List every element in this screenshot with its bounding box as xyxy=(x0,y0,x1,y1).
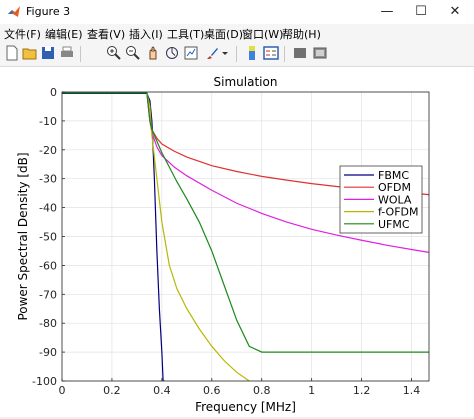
x-tick-label: 1 xyxy=(308,384,315,397)
maximize-button[interactable]: ☐ xyxy=(415,4,427,19)
y-axis-label: Power Spectral Density [dB] xyxy=(16,152,30,320)
x-tick-label: 1.4 xyxy=(403,384,421,397)
x-tick-label: 0.6 xyxy=(203,384,221,397)
menu-window[interactable]: 窗口(W) xyxy=(242,28,284,41)
new-figure-icon[interactable] xyxy=(4,45,20,61)
toolbar-separator xyxy=(80,46,81,62)
y-tick-label: -40 xyxy=(39,202,57,215)
y-tick-label: -70 xyxy=(39,288,57,301)
toolbar-separator xyxy=(236,46,237,62)
brush-dropdown-icon[interactable] xyxy=(220,45,230,61)
x-tick-label: 0.2 xyxy=(103,384,121,397)
y-tick-label: -90 xyxy=(39,346,57,359)
window-bottom-edge xyxy=(0,417,474,419)
menu-desktop[interactable]: 桌面(D) xyxy=(204,28,244,41)
brush-icon[interactable] xyxy=(204,45,220,61)
y-tick-label: -60 xyxy=(39,259,57,272)
open-file-icon[interactable] xyxy=(22,45,38,61)
rotate-3d-icon[interactable] xyxy=(164,45,180,61)
y-tick-label: 0 xyxy=(50,86,57,99)
title-bar: Figure 3 — ☐ ✕ xyxy=(0,0,474,24)
insert-colorbar-icon[interactable] xyxy=(244,45,260,61)
y-tick-label: -10 xyxy=(39,115,57,128)
toolbar xyxy=(0,42,474,67)
x-tick-label: 1.2 xyxy=(353,384,371,397)
x-axis-label: Frequency [MHz] xyxy=(195,400,296,414)
print-icon[interactable] xyxy=(59,45,75,61)
figure-canvas: 0 0.2 0.4 0.6 0.8 1 1.2 1.4 0 -10 -20 -30 -40 -50 -60 -… xyxy=(0,67,474,419)
chart-title: Simulation xyxy=(214,75,278,89)
matlab-logo-icon xyxy=(8,6,20,17)
legend-label: WOLA xyxy=(378,193,412,206)
save-icon[interactable] xyxy=(40,45,56,61)
pan-icon[interactable] xyxy=(145,45,161,61)
menu-edit[interactable]: 编辑(E) xyxy=(45,28,83,41)
window-title: Figure 3 xyxy=(26,5,71,18)
axis-ticks: 0 0.2 0.4 0.6 0.8 1 1.2 1.4 0 -10 -20 -30 -40 -50 -60 -… xyxy=(32,86,420,397)
y-tick-label: -50 xyxy=(39,231,57,244)
legend-label: f-OFDM xyxy=(378,206,419,219)
x-tick-label: 0.8 xyxy=(253,384,271,397)
series-line-f-ofdm xyxy=(62,92,250,381)
data-cursor-icon[interactable] xyxy=(183,45,199,61)
figure-background xyxy=(0,67,474,419)
x-tick-label: 0.4 xyxy=(153,384,171,397)
y-tick-label: -20 xyxy=(39,144,57,157)
zoom-in-icon[interactable] xyxy=(106,45,122,61)
menu-view[interactable]: 查看(V) xyxy=(87,28,126,41)
zoom-out-icon[interactable] xyxy=(125,45,141,61)
hide-plot-tools-icon[interactable] xyxy=(292,45,308,61)
x-tick-label: 0 xyxy=(59,384,66,397)
minimize-button[interactable]: — xyxy=(380,4,394,19)
menu-help[interactable]: 帮助(H) xyxy=(282,28,321,41)
menu-tools[interactable]: 工具(T) xyxy=(167,28,205,41)
menu-bar: 文件(F) 编辑(E) 查看(V) 插入(I) 工具(T) 桌面(D) 窗口(W… xyxy=(0,24,474,42)
series-line-ufmc xyxy=(62,92,429,353)
insert-legend-icon[interactable] xyxy=(263,45,279,61)
legend-label: OFDM xyxy=(378,181,411,194)
y-tick-label: -30 xyxy=(39,173,57,186)
toolbar-separator xyxy=(284,46,285,62)
legend-label: UFMC xyxy=(378,218,410,231)
psd-chart[interactable]: 0 0.2 0.4 0.6 0.8 1 1.2 1.4 0 -10 -20 -30 -40 -50 -60 -… xyxy=(0,67,474,419)
menu-insert[interactable]: 插入(I) xyxy=(129,28,163,41)
y-tick-label: -80 xyxy=(39,317,57,330)
close-button[interactable]: ✕ xyxy=(449,4,461,19)
menu-file[interactable]: 文件(F) xyxy=(4,28,41,41)
y-tick-label: -100 xyxy=(32,375,57,388)
show-plot-tools-icon[interactable] xyxy=(312,45,328,61)
legend-label: FBMC xyxy=(378,169,409,182)
